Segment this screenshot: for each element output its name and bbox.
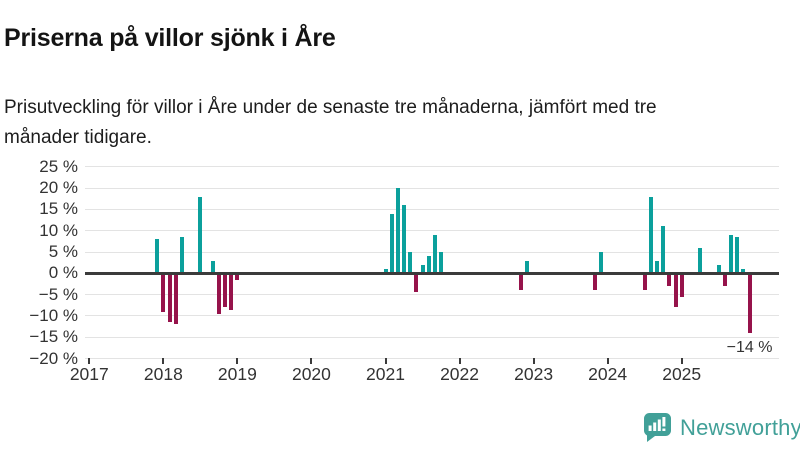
x-axis-tick <box>162 358 165 364</box>
bar-2025-09 <box>729 234 734 274</box>
bar-2021-09 <box>432 234 437 274</box>
y-axis-tick-label: −20 % <box>29 348 78 368</box>
bar-2018-07 <box>198 196 203 274</box>
gridline <box>85 208 779 210</box>
bar-2024-10 <box>661 226 666 274</box>
y-axis-tick-label: 0 % <box>48 263 78 283</box>
x-axis-year-label: 2020 <box>291 364 331 384</box>
gridline <box>85 251 779 253</box>
bar-2025-12 <box>747 273 752 333</box>
bar-2021-02 <box>389 213 394 274</box>
bar-2018-03 <box>173 273 178 325</box>
bar-2019-01 <box>235 273 240 280</box>
y-axis-tick-label: 10 % <box>39 220 78 240</box>
gridline <box>85 336 779 338</box>
bar-2025-01 <box>679 273 684 297</box>
bar-2018-11 <box>223 273 228 308</box>
bar-2021-07 <box>420 264 425 274</box>
bar-2025-08 <box>722 273 727 287</box>
bar-2023-11 <box>593 273 598 291</box>
bar-2022-11 <box>519 273 524 291</box>
gridline <box>85 358 779 359</box>
bar-2021-08 <box>426 256 431 274</box>
bar-2021-05 <box>408 252 413 274</box>
bar-2018-12 <box>229 273 234 310</box>
bar-2024-12 <box>673 273 678 308</box>
x-axis-tick <box>532 358 535 364</box>
x-axis-tick <box>236 358 239 364</box>
bar-2018-09 <box>210 260 215 274</box>
bar-2025-04 <box>698 247 703 274</box>
bar-2025-10 <box>735 237 740 274</box>
x-axis-year-label: 2021 <box>366 364 405 384</box>
gridline <box>85 315 779 317</box>
bar-2025-07 <box>716 264 721 274</box>
gridline <box>85 294 779 296</box>
bar-2018-02 <box>167 273 172 323</box>
y-axis-tick-label: 5 % <box>48 242 78 261</box>
x-axis-tick <box>680 358 683 364</box>
x-axis-year-label: 2023 <box>514 364 554 384</box>
x-axis-year-label: 2017 <box>69 364 109 384</box>
newsworthy-speech-bubble-icon <box>644 413 671 442</box>
x-axis-year-label: 2025 <box>662 364 702 384</box>
x-axis-zero-line <box>85 272 779 275</box>
chart-subtitle: Prisutveckling för villor i Åre under de… <box>4 97 657 148</box>
newsworthy-logo: Newsworthy <box>644 413 800 442</box>
bar-2018-10 <box>216 273 221 314</box>
x-axis-tick <box>310 358 313 364</box>
y-axis-tick-label: 25 % <box>39 156 78 176</box>
bar-2024-08 <box>648 196 653 274</box>
bar-2021-10 <box>439 252 444 274</box>
x-axis-tick <box>458 358 461 364</box>
bar-2017-12 <box>155 239 160 274</box>
bar-2018-01 <box>161 273 166 312</box>
bar-2021-03 <box>395 188 400 274</box>
gridline <box>85 230 779 232</box>
gridline <box>85 166 779 168</box>
x-axis-year-label: 2018 <box>143 364 183 384</box>
bar-2021-04 <box>402 205 406 274</box>
bar-2024-11 <box>667 273 672 287</box>
bar-2022-12 <box>525 260 530 274</box>
bar-2025-11 <box>741 269 746 274</box>
bar-2024-07 <box>642 273 647 291</box>
x-axis-year-label: 2022 <box>440 364 480 384</box>
y-axis-tick-label: 20 % <box>39 178 78 198</box>
bar-2018-04 <box>179 237 184 274</box>
x-axis-tick <box>606 358 609 364</box>
gridline <box>85 187 779 189</box>
x-axis-tick <box>384 358 387 364</box>
y-axis-tick-label: −5 % <box>38 284 78 304</box>
bar-2021-06 <box>414 273 419 293</box>
page-title: Priserna på villor sjönk i Åre <box>4 23 336 52</box>
y-axis-tick-label: 15 % <box>39 199 78 219</box>
brand-name: Newsworthy <box>680 414 800 440</box>
bar-annotation: −14 % <box>726 339 773 356</box>
bar-2021-01 <box>383 269 388 274</box>
x-axis-year-label: 2024 <box>588 364 628 384</box>
bar-2023-12 <box>599 252 604 274</box>
y-axis-tick-label: −15 % <box>29 327 78 347</box>
bar-2024-09 <box>655 260 660 274</box>
x-axis-tick <box>88 358 91 364</box>
y-axis-tick-label: −10 % <box>29 305 78 325</box>
x-axis-year-label: 2019 <box>217 364 257 384</box>
